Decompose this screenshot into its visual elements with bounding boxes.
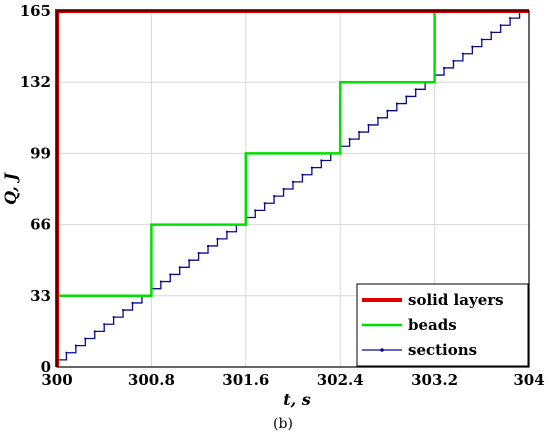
series-sections-point	[405, 95, 408, 98]
series-sections-point	[103, 323, 106, 326]
series-sections-point	[254, 209, 257, 212]
series-sections-point	[216, 237, 219, 240]
series-sections-point	[131, 301, 134, 305]
legend: solid layers beads sections	[356, 283, 529, 367]
x-tick-labels: 300 300.8 301.6 302.4 303.2 304	[41, 371, 544, 389]
y-tick-label: 132	[20, 73, 51, 91]
plot-frame	[56, 10, 530, 368]
series-sections-point	[225, 230, 229, 233]
series-sections-point	[471, 45, 474, 48]
x-tick-label: 300	[41, 371, 72, 389]
series-sections-point	[301, 173, 304, 176]
series-sections-point	[367, 123, 370, 127]
series-sections-point	[452, 59, 455, 62]
series-sections-point	[169, 273, 172, 276]
series-sections-point	[159, 280, 162, 283]
x-tick-label: 304	[513, 371, 544, 389]
legend-marker-sections	[380, 348, 384, 352]
series-sections-point	[376, 116, 380, 119]
series-sections-point	[490, 31, 493, 34]
series-sections-point	[414, 88, 417, 91]
figure-caption: (b)	[273, 416, 293, 432]
legend-label-solid-layers: solid layers	[408, 291, 504, 309]
series-sections-point	[84, 337, 87, 340]
series-sections-point	[74, 344, 77, 347]
series-sections-point	[357, 130, 361, 134]
legend-label-beads: beads	[408, 316, 457, 334]
series-sections-point	[188, 259, 191, 262]
series-sections-point	[93, 330, 96, 333]
y-tick-label: 33	[30, 287, 51, 305]
series-sections-line	[56, 10, 529, 367]
series-sections-point	[206, 244, 210, 248]
y-tick-label: 66	[30, 216, 51, 234]
series-sections-point	[461, 52, 465, 55]
series-sections-point	[499, 24, 502, 27]
series-sections-point	[197, 251, 200, 255]
legend-label-sections: sections	[408, 341, 477, 359]
x-tick-label: 302.4	[317, 371, 364, 389]
y-tick-label: 0	[41, 358, 51, 376]
x-axis-label: t, s	[283, 390, 311, 409]
series-sections-point	[282, 187, 285, 191]
y-axis-label: Q, J	[1, 172, 20, 205]
x-tick-label: 301.6	[222, 371, 269, 389]
y-tick-label: 165	[20, 2, 51, 20]
series-sections-point	[112, 316, 115, 319]
series-beads-line	[55, 9, 529, 367]
series-sections-point	[386, 109, 389, 112]
series-sections-point	[310, 166, 313, 169]
series-sections-point	[291, 180, 295, 183]
series-sections-point	[509, 17, 512, 20]
series-sections-point	[442, 66, 446, 70]
series-sections-point	[178, 266, 181, 269]
series-sections-point	[480, 38, 483, 41]
y-tick-label: 99	[30, 144, 51, 162]
x-tick-label: 300.8	[128, 371, 175, 389]
series-sections-point	[65, 351, 68, 354]
series-sections-point	[263, 202, 266, 205]
series-sections-point	[121, 308, 125, 312]
y-tick-labels: 0 33 66 99 132 165	[20, 2, 51, 376]
series-sections-point	[320, 159, 323, 162]
series-sections-point	[348, 138, 351, 141]
x-tick-label: 303.2	[411, 371, 458, 389]
series-sections-point	[273, 195, 276, 198]
series-sections-point	[395, 102, 398, 105]
